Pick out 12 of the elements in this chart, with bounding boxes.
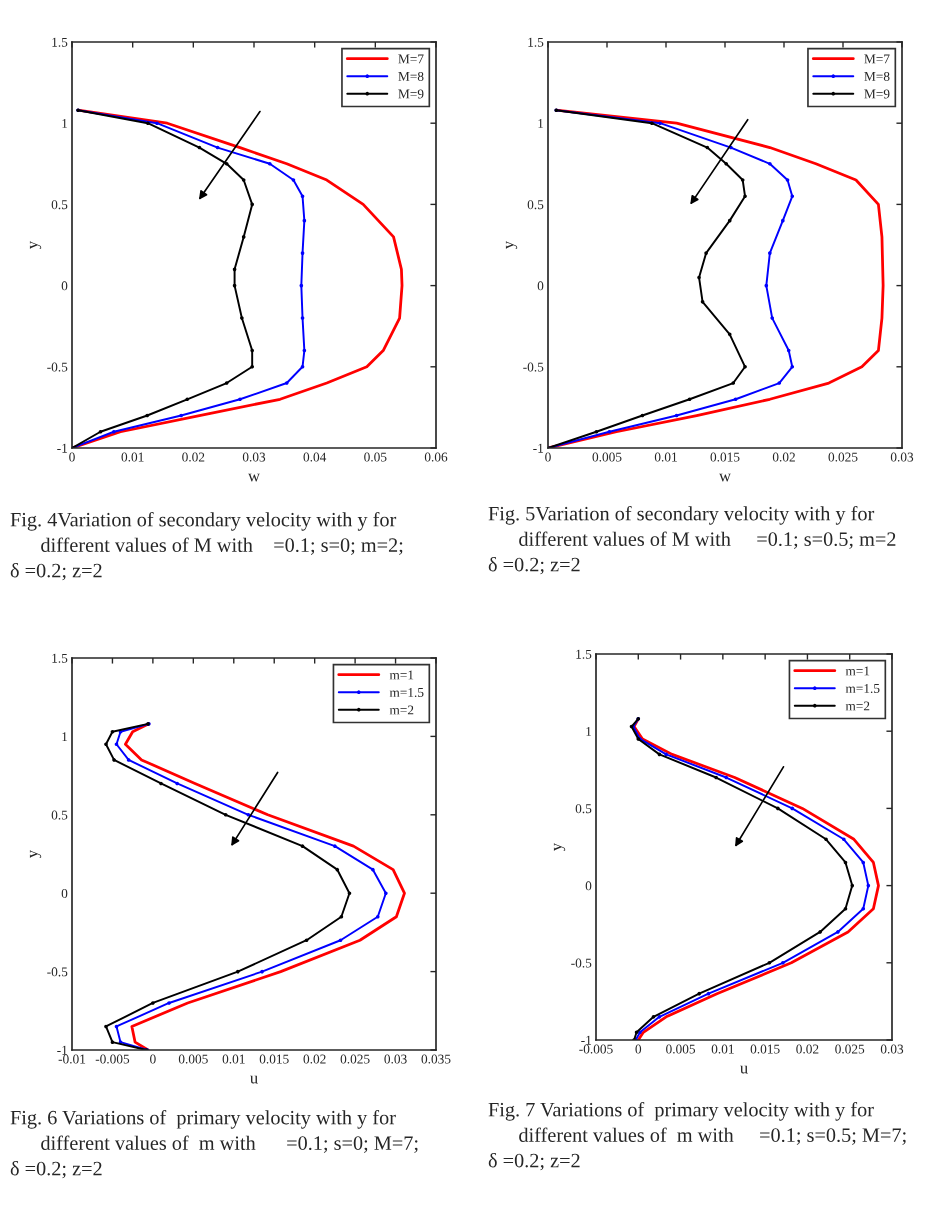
x-axis-title: w [719, 473, 731, 482]
x-axis-title: u [740, 1065, 748, 1074]
caption: Fig. 7 Variations of primary velocity with y for different values of m with =0.1; s=0.5; M=7; δ =0.2; z=2 [488, 1102, 906, 1171]
y-axis-title: y [505, 240, 518, 249]
caption: Fig. 6 Variations of primary velocity with y for different values of m with =0.1; s=0; M=7; δ =0.2; z=2 [10, 1110, 418, 1179]
x-axis-title: w [248, 473, 260, 482]
y-axis-title: y [553, 842, 566, 851]
y-axis-title: y [29, 849, 42, 858]
caption: Fig. 4Variation of secondary velocity with y for different values of M with =0.1; s=0; m=2; δ =0.2; z=2 [10, 512, 403, 581]
x-axis-title: u [250, 1075, 258, 1084]
caption: Fig. 5Variation of secondary velocity with y for different values of M with =0.1; s=0.5; m=2 δ =0.2; z=2 [488, 506, 896, 575]
y-axis-title: y [29, 240, 42, 249]
